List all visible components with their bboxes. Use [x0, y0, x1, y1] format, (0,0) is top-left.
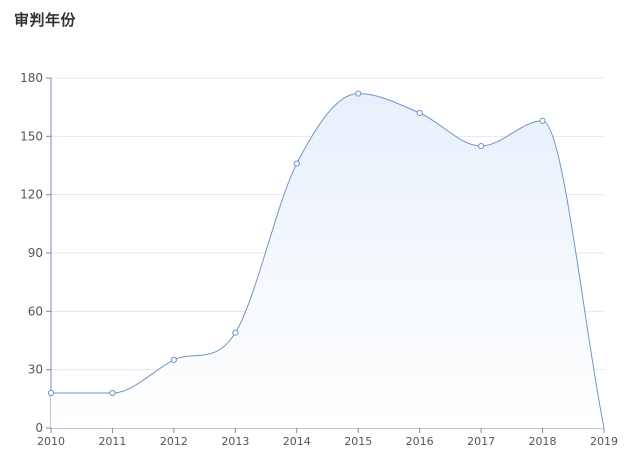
y-tick-label: 120 [20, 188, 43, 202]
data-point [170, 356, 177, 364]
data-point [47, 389, 55, 397]
x-tick-label: 2016 [406, 435, 434, 448]
x-tick-label: 2013 [221, 435, 249, 448]
x-tick-label: 2019 [590, 435, 618, 448]
data-point [355, 90, 362, 97]
y-tick-label: 90 [28, 246, 43, 260]
y-tick-label: 150 [20, 129, 43, 143]
data-point [232, 329, 239, 336]
y-tick-label: 0 [35, 421, 43, 435]
y-tick-label: 180 [20, 71, 43, 85]
data-points [47, 90, 546, 397]
x-tick-label: 2017 [467, 435, 495, 448]
x-tick-label: 2010 [37, 435, 65, 448]
x-tick-label: 2014 [283, 435, 311, 448]
chart-title: 审判年份 [14, 11, 77, 29]
tick-labels: 0 30 60 90 120 150 180 2010 2011 2012 2013 2014 2015… [20, 71, 618, 448]
data-point [539, 117, 546, 124]
y-tick-label: 30 [28, 363, 43, 377]
data-point [478, 142, 485, 150]
x-tick-label: 2012 [160, 435, 188, 448]
data-point [293, 160, 300, 167]
data-point [416, 109, 423, 117]
y-tick-label: 60 [28, 304, 43, 318]
series-area [51, 93, 604, 429]
x-tick-label: 2015 [344, 435, 372, 448]
data-point [109, 389, 116, 397]
x-tick-label: 2011 [98, 435, 126, 448]
x-tick-label: 2018 [529, 435, 557, 448]
